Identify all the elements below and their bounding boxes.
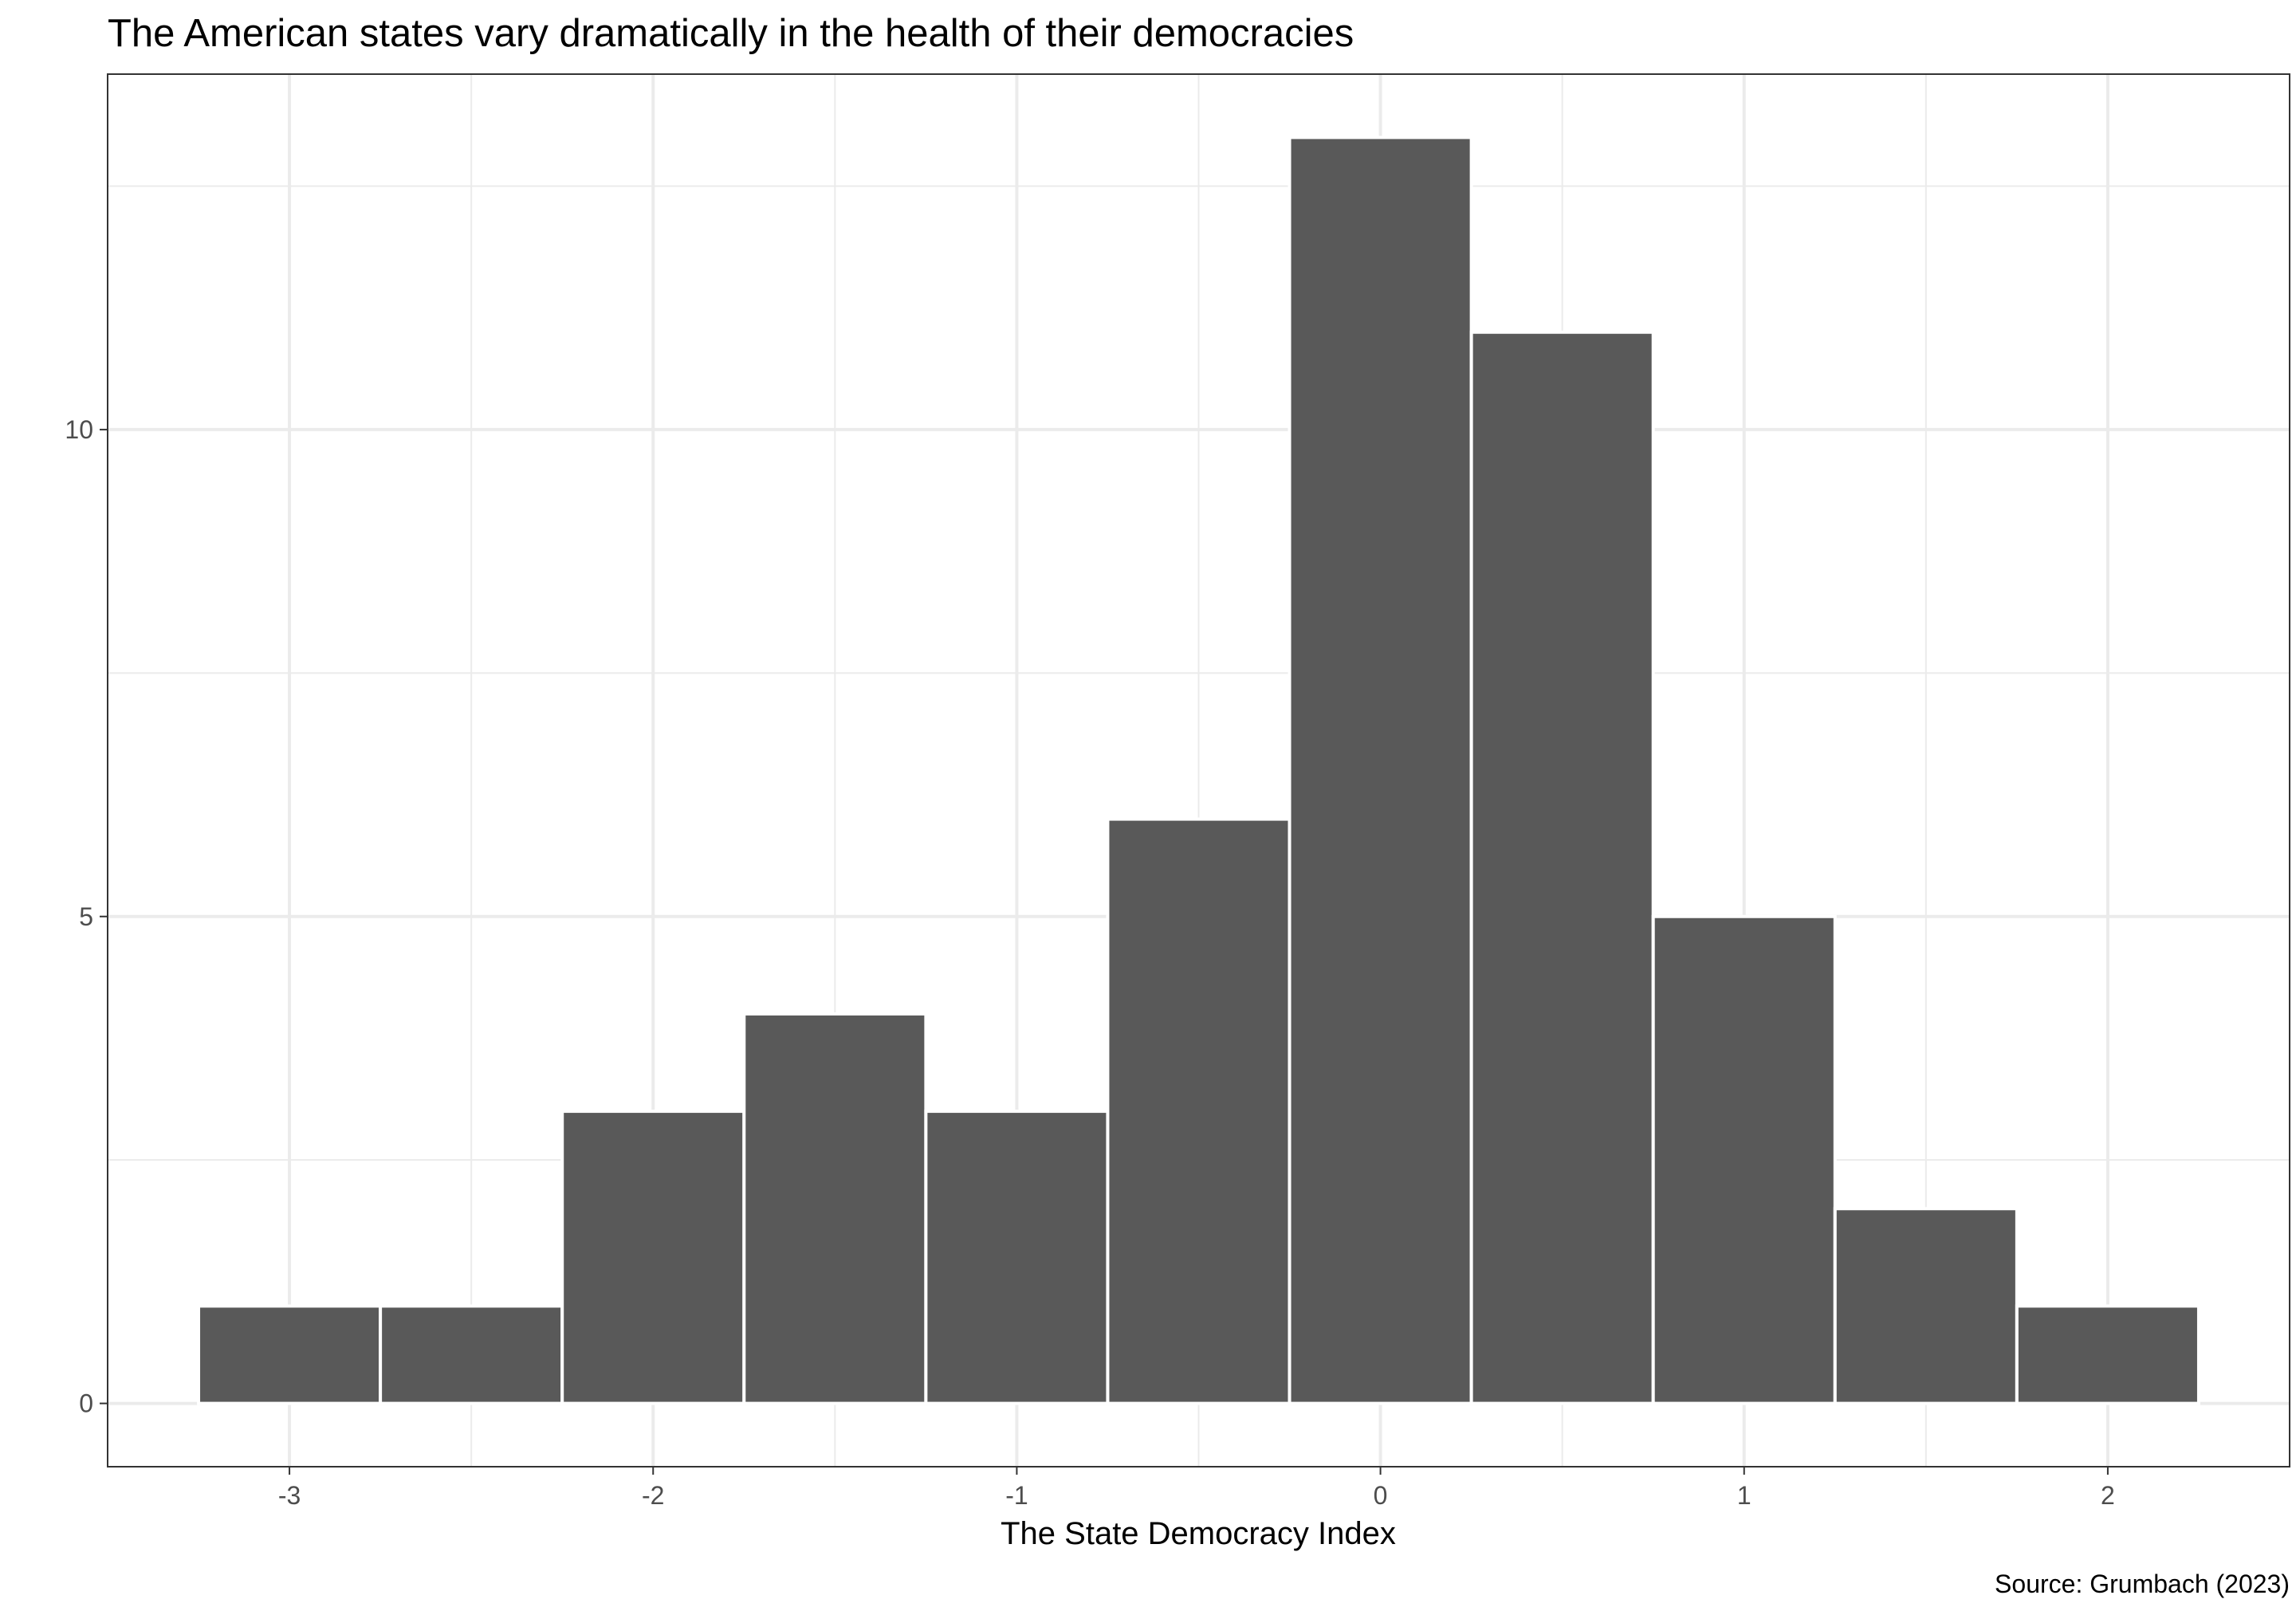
y-tick-label: 0 — [79, 1389, 93, 1418]
plot-panel — [107, 73, 2290, 1468]
x-tick-label: 0 — [1374, 1481, 1388, 1510]
histogram-bar — [1469, 330, 1655, 1405]
histogram-bar — [924, 1110, 1110, 1405]
histogram-bar — [2015, 1304, 2200, 1405]
x-tick-label: -3 — [278, 1481, 301, 1510]
histogram-bar — [1106, 817, 1292, 1405]
source-caption: Source: Grumbach (2023) — [1995, 1570, 2290, 1598]
histogram-bar — [1833, 1207, 2019, 1405]
x-axis: -3 -2 -1 0 1 2 — [278, 1467, 2115, 1510]
x-axis-title: The State Democracy Index — [1001, 1516, 1396, 1551]
x-tick-label: 2 — [2101, 1481, 2115, 1510]
x-tick-label: -2 — [642, 1481, 664, 1510]
histogram-bar — [197, 1304, 383, 1405]
chart-title: The American states vary dramatically in… — [108, 12, 1354, 55]
histogram-bar — [742, 1012, 928, 1405]
histogram-bar — [379, 1304, 564, 1405]
y-tick-label: 5 — [79, 902, 93, 931]
histogram-bars — [197, 136, 2200, 1405]
y-tick-label: 10 — [65, 415, 93, 444]
histogram-bar — [560, 1110, 746, 1405]
histogram-bar — [1288, 136, 1473, 1405]
x-tick-label: -1 — [1005, 1481, 1028, 1510]
y-axis: 0 5 10 — [65, 415, 108, 1418]
panel-border — [107, 73, 2290, 1468]
histogram-bar — [1651, 914, 1837, 1405]
x-tick-label: 1 — [1737, 1481, 1751, 1510]
